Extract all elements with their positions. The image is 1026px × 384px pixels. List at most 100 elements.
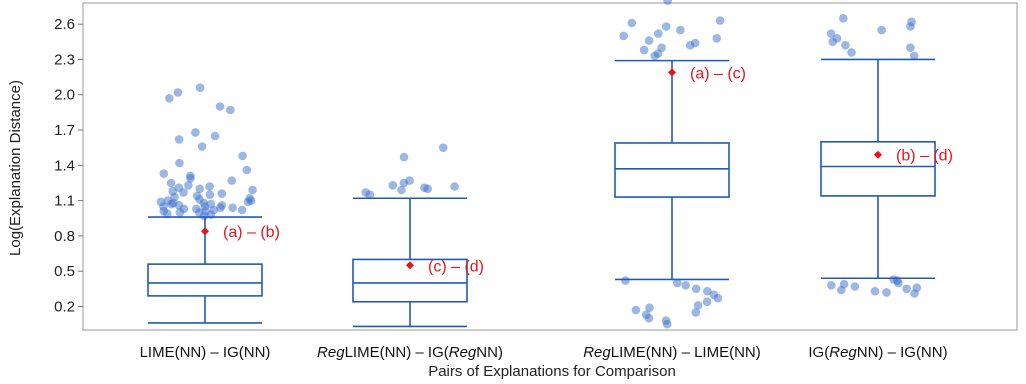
outlier-point [438, 143, 448, 152]
y-tick-label: 2.0 [54, 87, 75, 104]
category-labels: LIME(NN) – IG(NN) RegLIME(NN) – IG(RegNN)… [140, 344, 948, 361]
x-category-label-part: Reg [829, 344, 857, 361]
outlier-point [902, 284, 911, 294]
x-category-label-part: LIME(NN) – LIME(NN) [611, 344, 761, 361]
x-axis-title: Pairs of Explanations for Comparison [428, 363, 676, 380]
outlier-point [195, 184, 204, 194]
outlier-point [839, 279, 849, 289]
x-category-label-part: IG( [808, 344, 829, 361]
outlier-point [619, 31, 628, 41]
outlier-point [197, 142, 207, 151]
mean-marker [874, 150, 882, 159]
y-tick-label: 0.2 [54, 298, 75, 315]
outlier-point [174, 135, 184, 144]
outlier-point [877, 25, 886, 35]
outlier-point [191, 128, 200, 137]
outlier-point [906, 43, 915, 52]
outlier-point [206, 199, 216, 209]
outlier-point [227, 176, 236, 185]
outlier-point [163, 196, 173, 205]
outlier-points [156, 0, 922, 329]
outlier-point [691, 308, 701, 317]
outlier-point [639, 45, 649, 55]
outlier-point [841, 41, 850, 50]
plot-frame [82, 2, 1018, 331]
x-category-label: RegLIME(NN) – IG(RegNN) [317, 344, 503, 361]
outlier-point [889, 275, 898, 284]
outlier-point [690, 38, 700, 48]
outlier-point [709, 290, 719, 300]
outlier-point [691, 284, 701, 294]
outlier-point [248, 185, 257, 195]
outlier-point [175, 158, 184, 168]
outlier-point [644, 36, 654, 45]
outlier-point [238, 151, 247, 161]
outlier-point [663, 0, 672, 5]
outlier-point [399, 152, 409, 162]
outlier-point [832, 34, 842, 43]
mean-annotation: (c) – (d) [428, 258, 484, 275]
outlier-point [184, 181, 193, 190]
outlier-point [174, 183, 184, 192]
outlier-point [850, 282, 860, 291]
outlier-point [242, 165, 252, 175]
outlier-point [420, 183, 429, 192]
outlier-point [156, 197, 166, 207]
outlier-point [205, 190, 215, 199]
outlier-point [195, 83, 205, 92]
outlier-point [166, 178, 176, 188]
x-category-label: LIME(NN) – IG(NN) [140, 344, 271, 361]
outlier-point [405, 176, 414, 185]
y-tick-label: 0.8 [54, 228, 75, 245]
outlier-point [847, 48, 856, 57]
outlier-point [882, 288, 891, 297]
iqr-box [820, 140, 936, 197]
outlier-point [192, 191, 202, 201]
outlier-point [641, 310, 651, 320]
x-category-label-part: NN) – IG(NN) [857, 344, 948, 361]
outlier-point [245, 194, 254, 203]
mean-marker [201, 227, 209, 236]
outlier-point [217, 189, 227, 198]
outlier-point [631, 305, 641, 315]
outlier-point [827, 281, 836, 290]
outlier-point [912, 283, 922, 293]
outlier-point [450, 182, 459, 191]
outlier-point [361, 188, 371, 197]
outlier-point [237, 205, 247, 215]
x-category-label-part: Reg [449, 344, 477, 361]
outlier-point [907, 17, 916, 27]
x-category-label-part: NN) [476, 344, 503, 361]
y-ticks: 0.2 0.5 0.8 1.1 1.4 1.7 2.0 2.3 2.6 [54, 16, 83, 315]
mean-marker [406, 261, 414, 270]
mean-markers: (a) – (b) (c) – (d) (a) – (c) (b) – (d) [201, 65, 953, 275]
outlier-point [654, 29, 663, 38]
y-tick-label: 2.3 [54, 51, 75, 68]
iqr-box [614, 142, 730, 198]
outlier-point [627, 18, 637, 28]
outlier-point [826, 29, 836, 38]
x-category-label-part: LIME(NN) – IG(NN) [140, 344, 271, 361]
outlier-point [621, 276, 630, 285]
x-category-label-part: Reg [317, 344, 345, 361]
outlier-point [192, 204, 201, 214]
outlier-point [703, 286, 712, 296]
outlier-point [165, 94, 174, 103]
outlier-point [676, 25, 685, 35]
outlier-point [173, 88, 183, 97]
outlier-point [159, 169, 169, 178]
y-tick-label: 1.4 [54, 157, 75, 174]
y-tick-label: 1.1 [54, 193, 75, 210]
outlier-point [702, 297, 712, 307]
outlier-point [839, 13, 848, 23]
outlier-point [205, 182, 214, 191]
outlier-point [661, 316, 671, 325]
y-tick-label: 0.5 [54, 263, 75, 280]
outlier-point [661, 22, 671, 31]
iqr-box [352, 258, 468, 303]
mean-annotation: (b) – (d) [896, 148, 953, 165]
box-group-layer [147, 58, 936, 328]
outlier-point [186, 171, 195, 181]
y-tick-label: 1.7 [54, 122, 75, 139]
